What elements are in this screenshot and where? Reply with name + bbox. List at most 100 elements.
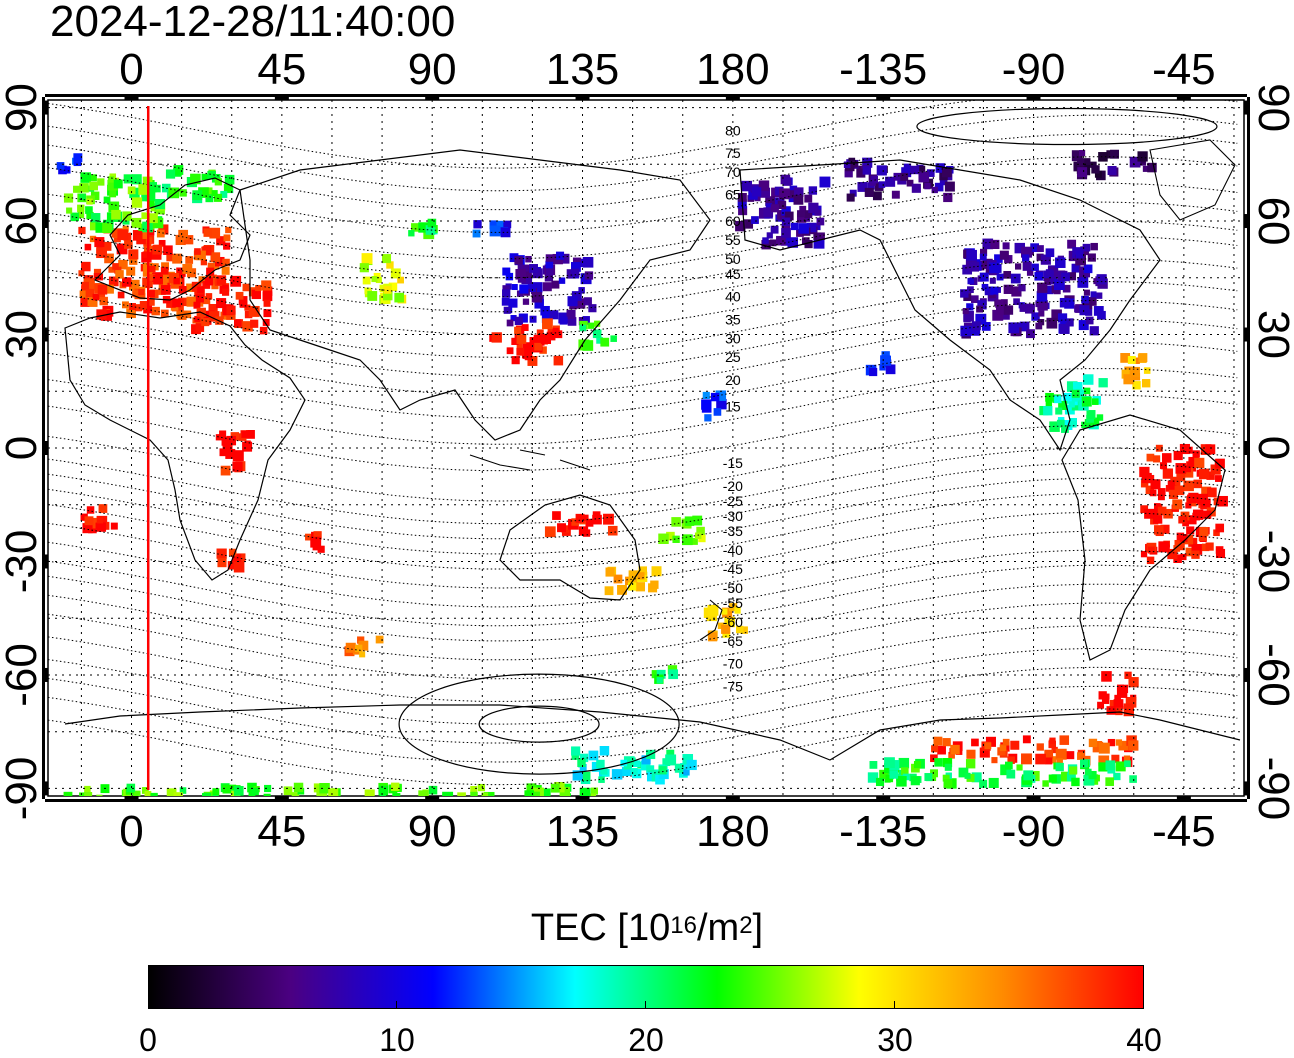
tec-cell xyxy=(113,235,121,243)
tec-cell xyxy=(1045,400,1053,408)
tec-cell xyxy=(970,325,981,336)
tec-cell xyxy=(233,786,244,796)
tec-cell xyxy=(230,275,242,287)
tec-cell xyxy=(559,253,570,264)
lon-label-bottom: -135 xyxy=(839,807,927,856)
tec-cell xyxy=(1090,161,1097,168)
tec-cell xyxy=(741,180,753,192)
tec-cell xyxy=(1086,410,1096,420)
tec-cell xyxy=(751,187,762,197)
magnetic-latitude-label: -35 xyxy=(723,523,743,539)
tec-cell xyxy=(113,179,123,189)
tec-cell xyxy=(906,179,914,187)
tec-cell xyxy=(519,284,529,294)
tec-cell xyxy=(547,327,555,335)
tec-region xyxy=(408,218,438,240)
tec-cell xyxy=(138,184,150,195)
tec-cell xyxy=(628,570,639,581)
tec-cell xyxy=(84,792,93,796)
tec-cell xyxy=(1115,707,1123,716)
colorbar-tick-label: 10 xyxy=(379,1022,415,1058)
tec-cell xyxy=(966,303,974,311)
tec-cell xyxy=(1018,322,1027,331)
magnetic-latitude-contour xyxy=(48,583,1238,661)
tec-cell xyxy=(1097,310,1106,320)
tec-cell xyxy=(721,624,731,634)
tec-cell xyxy=(539,346,547,354)
tec-cell xyxy=(70,212,79,222)
tec-cell xyxy=(544,273,554,282)
tec-cell xyxy=(970,295,979,303)
tec-cell xyxy=(992,309,1004,321)
tec-cell xyxy=(1064,404,1075,415)
tec-cell xyxy=(1084,419,1094,428)
tec-cell xyxy=(770,204,779,213)
tec-cell xyxy=(1116,687,1128,698)
coastline-south-america xyxy=(1061,414,1226,661)
coastlines xyxy=(64,139,1241,761)
tec-cell xyxy=(1061,771,1071,782)
tec-cell xyxy=(116,243,128,255)
tec-cell xyxy=(729,603,738,612)
tec-cell xyxy=(550,783,560,793)
magnetic-latitude-label: 25 xyxy=(725,349,741,365)
tec-cell xyxy=(817,232,825,240)
tec-cell xyxy=(542,282,552,292)
tec-cell xyxy=(1170,476,1181,487)
tec-cell xyxy=(704,414,712,422)
tec-cell xyxy=(799,205,807,213)
tec-cell xyxy=(701,399,712,410)
tec-cell xyxy=(1157,488,1166,496)
tec-map: 0045459090135135180180-135-135-90-90-45-… xyxy=(0,45,1294,856)
tec-region xyxy=(578,320,617,351)
tec-cell xyxy=(981,322,991,331)
tec-cell xyxy=(201,173,208,181)
tec-cell xyxy=(1054,395,1062,404)
tec-cell xyxy=(79,183,89,193)
magnetic-latitude-contour xyxy=(48,281,1238,358)
tec-cell xyxy=(85,288,95,298)
tec-cell xyxy=(1120,353,1131,363)
tec-cell xyxy=(183,235,194,245)
tec-cell xyxy=(929,774,937,782)
tec-cell xyxy=(515,268,526,280)
tec-cell xyxy=(979,253,987,261)
tec-cell xyxy=(975,313,987,325)
tec-cell xyxy=(503,220,512,229)
tec-cell xyxy=(1180,553,1187,561)
tec-cell xyxy=(1044,285,1054,295)
tec-cell xyxy=(582,256,594,268)
tec-cell xyxy=(559,786,571,796)
tec-cell xyxy=(509,253,519,263)
tec-cell xyxy=(600,767,608,775)
tec-cell xyxy=(532,268,543,279)
tec-cell xyxy=(132,790,141,796)
tec-cell xyxy=(545,260,554,269)
lat-tick-right xyxy=(1244,667,1250,682)
tec-cell xyxy=(259,326,268,335)
tec-cell xyxy=(230,784,237,791)
tec-cell xyxy=(1125,696,1137,708)
tec-cell xyxy=(1129,775,1137,783)
tec-cell xyxy=(816,217,825,226)
tec-cell xyxy=(221,436,231,446)
tec-cell xyxy=(579,787,591,796)
tec-cell xyxy=(995,305,1005,315)
magnetic-latitude-contour xyxy=(48,564,1238,642)
tec-cell xyxy=(473,220,482,229)
tec-cell xyxy=(607,525,618,536)
tec-cell xyxy=(173,165,184,175)
tec-region xyxy=(216,548,246,573)
tec-region xyxy=(843,157,955,203)
tec-cell xyxy=(518,313,528,323)
lon-label-top: -135 xyxy=(839,45,927,94)
tec-cell xyxy=(222,258,230,267)
tec-cell xyxy=(572,257,582,266)
tec-cell xyxy=(766,232,773,239)
lat-label-right: -30 xyxy=(1249,530,1294,594)
lat-label-right: -60 xyxy=(1249,643,1294,707)
tec-cell xyxy=(1173,545,1181,552)
tec-cell xyxy=(1191,550,1200,559)
tec-cell xyxy=(221,266,230,275)
tec-cell xyxy=(408,230,415,237)
